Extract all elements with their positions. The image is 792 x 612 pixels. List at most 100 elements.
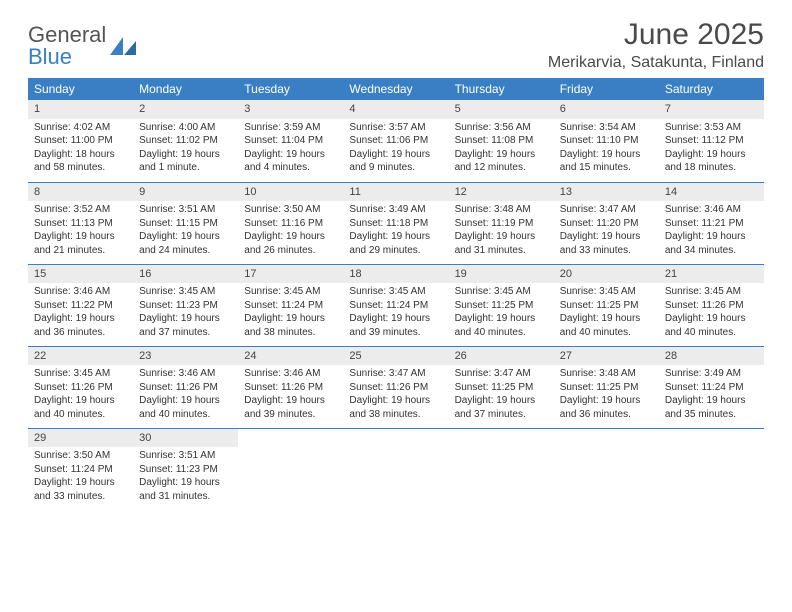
day-number: 1 [28, 100, 133, 119]
day-number: 21 [659, 265, 764, 284]
day-body: Sunrise: 3:59 AMSunset: 11:04 PMDaylight… [238, 119, 343, 179]
day-info-line: and 38 minutes. [349, 408, 442, 422]
day-body: Sunrise: 3:45 AMSunset: 11:25 PMDaylight… [449, 283, 554, 343]
day-info-line: and 26 minutes. [244, 244, 337, 258]
day-info-line: and 24 minutes. [139, 244, 232, 258]
day-info-line: Sunset: 11:15 PM [139, 217, 232, 231]
day-number: 7 [659, 100, 764, 119]
day-body: Sunrise: 3:50 AMSunset: 11:16 PMDaylight… [238, 201, 343, 261]
day-number: 4 [343, 100, 448, 119]
day-info-line: Daylight: 19 hours [455, 148, 548, 162]
day-info-line: Daylight: 19 hours [244, 148, 337, 162]
calendar-cell: 27Sunrise: 3:48 AMSunset: 11:25 PMDaylig… [554, 346, 659, 428]
calendar-cell: 16Sunrise: 3:45 AMSunset: 11:23 PMDaylig… [133, 264, 238, 346]
day-info-line: and 40 minutes. [560, 326, 653, 340]
calendar-cell [343, 428, 448, 510]
logo-line2: Blue [28, 44, 72, 69]
day-info-line: Sunset: 11:24 PM [349, 299, 442, 313]
day-info-line: Sunset: 11:12 PM [665, 134, 758, 148]
day-info-line: Sunset: 11:13 PM [34, 217, 127, 231]
day-body: Sunrise: 3:50 AMSunset: 11:24 PMDaylight… [28, 447, 133, 507]
day-info-line: Daylight: 19 hours [139, 476, 232, 490]
day-info-line: Sunset: 11:23 PM [139, 299, 232, 313]
day-info-line: Sunrise: 3:57 AM [349, 121, 442, 135]
day-info-line: and 40 minutes. [139, 408, 232, 422]
day-number: 20 [554, 265, 659, 284]
day-number: 29 [28, 429, 133, 448]
day-info-line: Sunrise: 3:50 AM [244, 203, 337, 217]
day-info-line: and 15 minutes. [560, 161, 653, 175]
calendar-week-row: 1Sunrise: 4:02 AMSunset: 11:00 PMDayligh… [28, 100, 764, 182]
day-info-line: and 18 minutes. [665, 161, 758, 175]
day-number: 3 [238, 100, 343, 119]
day-body: Sunrise: 3:49 AMSunset: 11:18 PMDaylight… [343, 201, 448, 261]
day-info-line: and 58 minutes. [34, 161, 127, 175]
calendar-cell: 20Sunrise: 3:45 AMSunset: 11:25 PMDaylig… [554, 264, 659, 346]
day-body: Sunrise: 3:46 AMSunset: 11:26 PMDaylight… [133, 365, 238, 425]
day-info-line: Daylight: 19 hours [560, 394, 653, 408]
calendar-cell [659, 428, 764, 510]
day-number: 8 [28, 183, 133, 202]
calendar-cell: 14Sunrise: 3:46 AMSunset: 11:21 PMDaylig… [659, 182, 764, 264]
day-info-line: and 1 minute. [139, 161, 232, 175]
day-number: 12 [449, 183, 554, 202]
logo: General Blue [28, 18, 136, 68]
day-info-line: Daylight: 19 hours [139, 312, 232, 326]
calendar-cell: 11Sunrise: 3:49 AMSunset: 11:18 PMDaylig… [343, 182, 448, 264]
header: General Blue June 2025 Merikarvia, Satak… [28, 18, 764, 72]
day-info-line: and 12 minutes. [455, 161, 548, 175]
day-body: Sunrise: 3:54 AMSunset: 11:10 PMDaylight… [554, 119, 659, 179]
day-info-line: Sunset: 11:26 PM [665, 299, 758, 313]
title-block: June 2025 Merikarvia, Satakunta, Finland [548, 18, 764, 72]
weekday-header: Thursday [449, 78, 554, 100]
day-info-line: Sunset: 11:23 PM [139, 463, 232, 477]
day-info-line: Sunrise: 3:47 AM [560, 203, 653, 217]
weekday-header: Friday [554, 78, 659, 100]
day-info-line: Daylight: 19 hours [349, 394, 442, 408]
day-body: Sunrise: 3:45 AMSunset: 11:26 PMDaylight… [28, 365, 133, 425]
day-info-line: Daylight: 19 hours [349, 312, 442, 326]
day-info-line: and 33 minutes. [560, 244, 653, 258]
day-body: Sunrise: 3:46 AMSunset: 11:26 PMDaylight… [238, 365, 343, 425]
day-info-line: and 33 minutes. [34, 490, 127, 504]
weekday-header: Saturday [659, 78, 764, 100]
day-number: 5 [449, 100, 554, 119]
day-info-line: Daylight: 19 hours [244, 394, 337, 408]
day-info-line: Sunrise: 3:47 AM [455, 367, 548, 381]
calendar-cell: 7Sunrise: 3:53 AMSunset: 11:12 PMDayligh… [659, 100, 764, 182]
day-info-line: Sunset: 11:26 PM [244, 381, 337, 395]
day-number: 25 [343, 347, 448, 366]
day-info-line: Daylight: 19 hours [139, 148, 232, 162]
day-info-line: and 9 minutes. [349, 161, 442, 175]
day-info-line: and 40 minutes. [455, 326, 548, 340]
day-info-line: and 39 minutes. [244, 408, 337, 422]
day-info-line: Sunset: 11:02 PM [139, 134, 232, 148]
day-info-line: and 31 minutes. [139, 490, 232, 504]
calendar-table: Sunday Monday Tuesday Wednesday Thursday… [28, 78, 764, 510]
day-info-line: Sunrise: 3:56 AM [455, 121, 548, 135]
weekday-header: Tuesday [238, 78, 343, 100]
day-body: Sunrise: 3:51 AMSunset: 11:15 PMDaylight… [133, 201, 238, 261]
day-info-line: Sunset: 11:16 PM [244, 217, 337, 231]
day-info-line: Sunrise: 3:50 AM [34, 449, 127, 463]
day-info-line: Sunrise: 3:46 AM [139, 367, 232, 381]
day-info-line: Sunset: 11:18 PM [349, 217, 442, 231]
calendar-cell: 1Sunrise: 4:02 AMSunset: 11:00 PMDayligh… [28, 100, 133, 182]
day-info-line: Sunset: 11:00 PM [34, 134, 127, 148]
day-info-line: Sunset: 11:22 PM [34, 299, 127, 313]
day-info-line: and 36 minutes. [560, 408, 653, 422]
day-info-line: Sunrise: 3:45 AM [665, 285, 758, 299]
day-info-line: Sunset: 11:19 PM [455, 217, 548, 231]
calendar-body: 1Sunrise: 4:02 AMSunset: 11:00 PMDayligh… [28, 100, 764, 510]
day-number: 16 [133, 265, 238, 284]
day-info-line: Daylight: 19 hours [455, 312, 548, 326]
day-info-line: and 31 minutes. [455, 244, 548, 258]
day-body: Sunrise: 3:48 AMSunset: 11:19 PMDaylight… [449, 201, 554, 261]
day-info-line: Sunset: 11:26 PM [349, 381, 442, 395]
day-info-line: and 4 minutes. [244, 161, 337, 175]
day-info-line: and 37 minutes. [139, 326, 232, 340]
day-body: Sunrise: 3:45 AMSunset: 11:24 PMDaylight… [238, 283, 343, 343]
day-body: Sunrise: 4:00 AMSunset: 11:02 PMDaylight… [133, 119, 238, 179]
day-number: 24 [238, 347, 343, 366]
day-info-line: and 39 minutes. [349, 326, 442, 340]
